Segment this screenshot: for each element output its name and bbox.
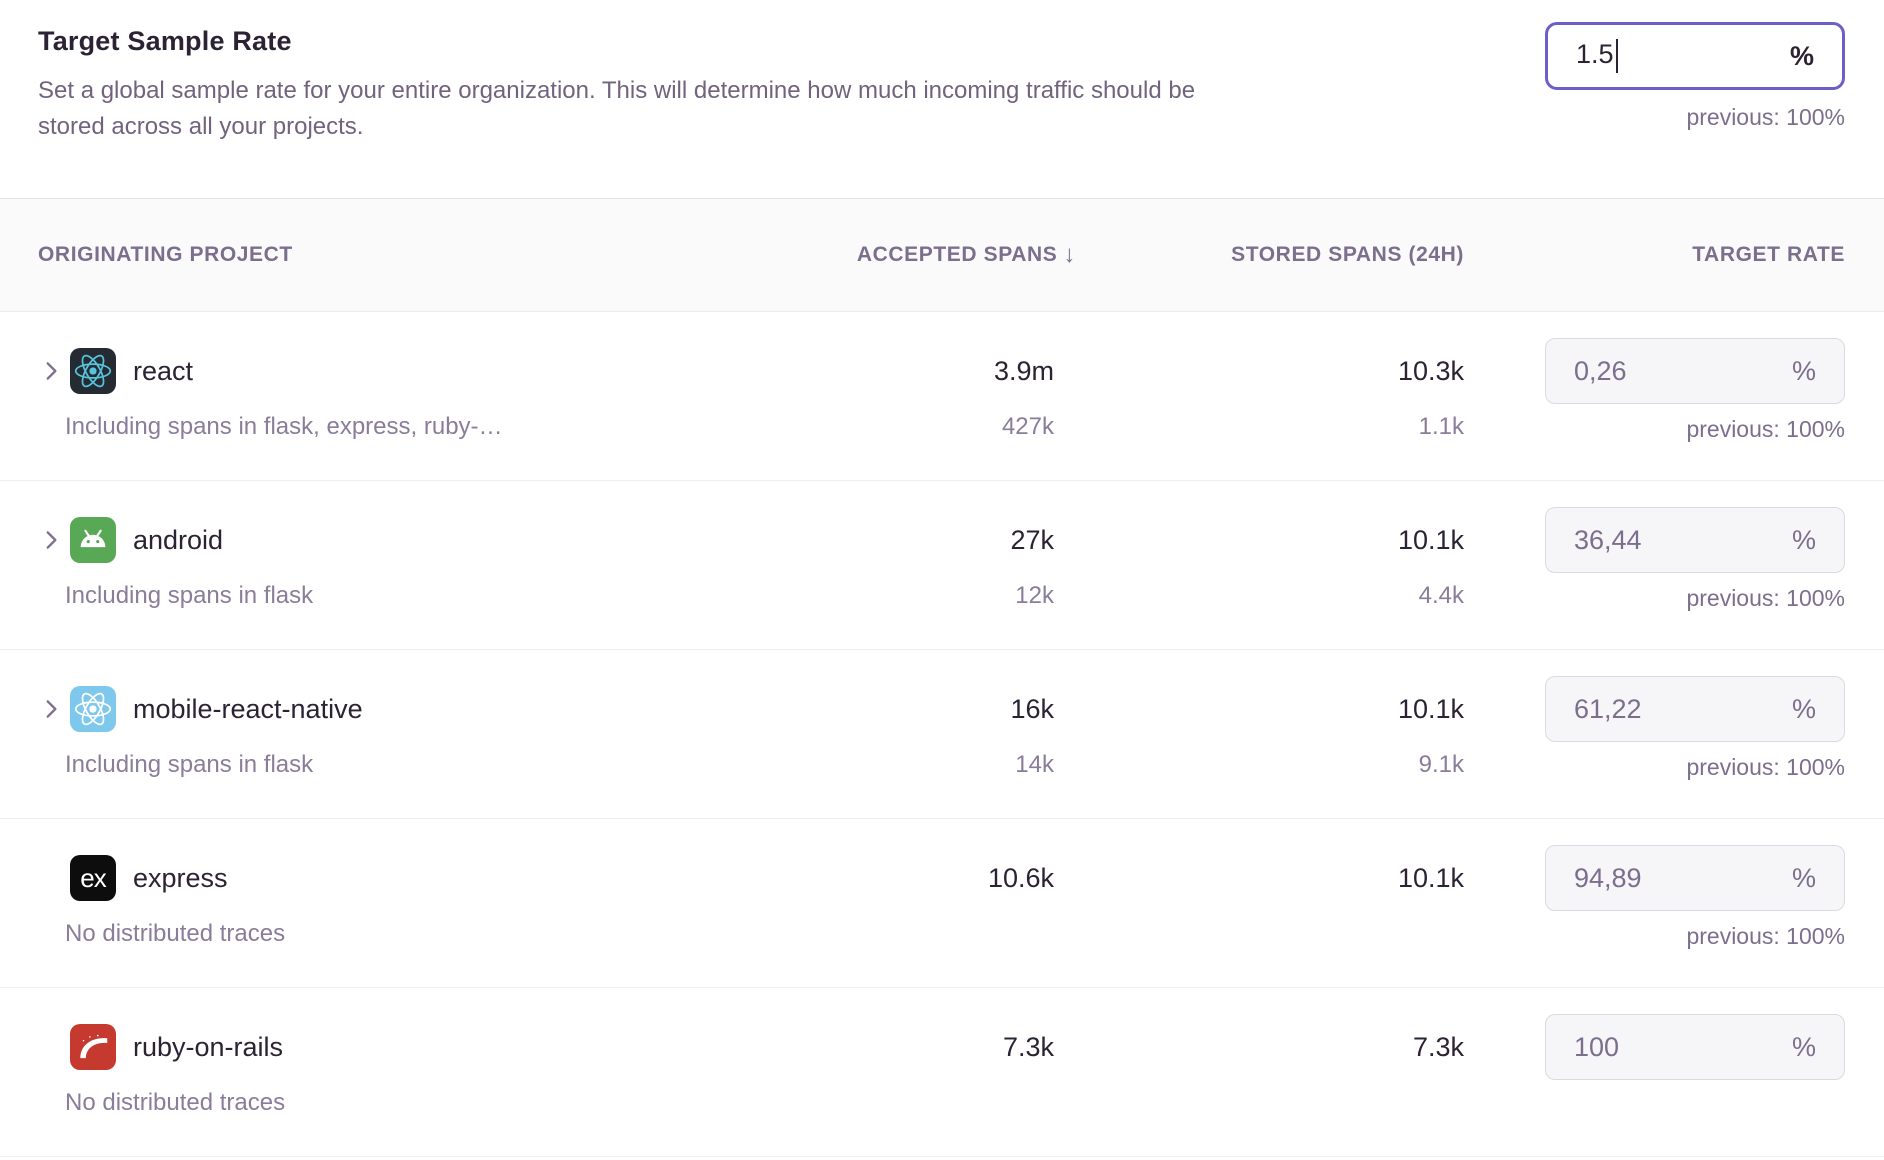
- target-rate-input[interactable]: 0,26 %: [1545, 338, 1845, 404]
- table-row: android Including spans in flask 27k 12k…: [0, 481, 1884, 650]
- column-header-originating-project: ORIGINATING PROJECT: [38, 243, 293, 266]
- android-icon: [70, 517, 116, 563]
- expand-row-button[interactable]: [38, 358, 70, 384]
- target-rate-value: 36,44: [1574, 524, 1642, 555]
- stored-spans-sub-value: 9.1k: [1418, 751, 1464, 778]
- stored-spans-value: 10.3k: [1397, 355, 1464, 386]
- target-rate-value: 94,89: [1574, 862, 1642, 893]
- expand-row-button[interactable]: [38, 527, 70, 553]
- percent-suffix: %: [1791, 524, 1816, 555]
- global-rate-value: 1.5: [1576, 39, 1790, 73]
- table-row: ruby-on-rails No distributed traces 7.3k…: [0, 988, 1884, 1157]
- previous-rate: previous: 100%: [1686, 585, 1845, 611]
- percent-suffix: %: [1791, 355, 1816, 386]
- accepted-spans-sub-value: 14k: [1015, 751, 1054, 778]
- table-row: react Including spans in flask, express,…: [0, 312, 1884, 481]
- column-header-accepted-spans[interactable]: ACCEPTED SPANS ↓: [856, 241, 1076, 268]
- text-caret: [1615, 39, 1618, 73]
- react-native-icon: [70, 686, 116, 732]
- target-rate-value: 0,26: [1574, 355, 1627, 386]
- project-name[interactable]: express: [133, 862, 228, 893]
- column-header-target-rate: TARGET RATE: [1692, 243, 1845, 266]
- previous-rate: previous: 100%: [1686, 416, 1845, 442]
- accepted-spans-sub-value: 427k: [1001, 413, 1054, 440]
- project-name[interactable]: react: [133, 355, 194, 386]
- target-rate-input[interactable]: 36,44 %: [1545, 507, 1845, 573]
- rails-icon: [70, 1024, 116, 1070]
- chevron-right-icon: [46, 362, 57, 380]
- target-rate-input[interactable]: 94,89 %: [1545, 845, 1845, 911]
- table-row: ex express No distributed traces 10.6k 1…: [0, 819, 1884, 988]
- percent-suffix: %: [1791, 1031, 1816, 1062]
- target-sample-rate-section: Target Sample Rate Set a global sample r…: [0, 0, 1884, 198]
- column-header-stored-spans: STORED SPANS (24H): [1231, 243, 1464, 266]
- target-rate-input[interactable]: 100 %: [1545, 1014, 1845, 1080]
- chevron-right-icon: [46, 531, 57, 549]
- target-rate-value: 61,22: [1574, 693, 1642, 724]
- accepted-spans-value: 27k: [1010, 524, 1054, 555]
- global-previous-rate: previous: 100%: [1686, 104, 1845, 130]
- project-subtitle: No distributed traces: [65, 1089, 286, 1116]
- project-name[interactable]: mobile-react-native: [133, 693, 363, 724]
- accepted-spans-value: 3.9m: [993, 355, 1054, 386]
- sort-descending-icon: ↓: [1063, 241, 1076, 268]
- expand-row-button[interactable]: [38, 696, 70, 722]
- percent-suffix: %: [1789, 40, 1814, 71]
- page-title: Target Sample Rate: [38, 26, 292, 56]
- previous-rate: previous: 100%: [1686, 923, 1845, 949]
- stored-spans-sub-value: 4.4k: [1418, 582, 1464, 609]
- table-row: mobile-react-native Including spans in f…: [0, 650, 1884, 819]
- project-subtitle: Including spans in flask: [65, 582, 314, 609]
- accepted-spans-value: 10.6k: [987, 862, 1054, 893]
- stored-spans-value: 10.1k: [1397, 524, 1464, 555]
- previous-rate: previous: 100%: [1686, 754, 1845, 780]
- percent-suffix: %: [1791, 862, 1816, 893]
- react-icon: [70, 348, 116, 394]
- accepted-spans-value: 16k: [1010, 693, 1054, 724]
- accepted-spans-sub-value: 12k: [1015, 582, 1054, 609]
- stored-spans-value: 7.3k: [1412, 1031, 1464, 1062]
- express-icon: ex: [70, 855, 116, 901]
- percent-suffix: %: [1791, 693, 1816, 724]
- global-rate-wrap: 1.5 % previous: 100%: [1545, 22, 1845, 131]
- table-header: ORIGINATING PROJECT ACCEPTED SPANS ↓ STO…: [0, 198, 1884, 312]
- project-name[interactable]: android: [133, 524, 224, 555]
- stored-spans-value: 10.1k: [1397, 693, 1464, 724]
- global-rate-input[interactable]: 1.5 %: [1545, 22, 1845, 90]
- project-subtitle: Including spans in flask, express, ruby-…: [65, 413, 503, 440]
- project-subtitle: No distributed traces: [65, 920, 286, 947]
- target-rate-value: 100: [1574, 1031, 1620, 1062]
- project-subtitle: Including spans in flask: [65, 751, 314, 778]
- chevron-right-icon: [46, 700, 57, 718]
- section-description: Set a global sample rate for your entire…: [38, 77, 1196, 140]
- stored-spans-sub-value: 1.1k: [1418, 413, 1464, 440]
- accepted-spans-value: 7.3k: [1002, 1031, 1054, 1062]
- project-name[interactable]: ruby-on-rails: [133, 1031, 284, 1062]
- target-rate-input[interactable]: 61,22 %: [1545, 676, 1845, 742]
- stored-spans-value: 10.1k: [1397, 862, 1464, 893]
